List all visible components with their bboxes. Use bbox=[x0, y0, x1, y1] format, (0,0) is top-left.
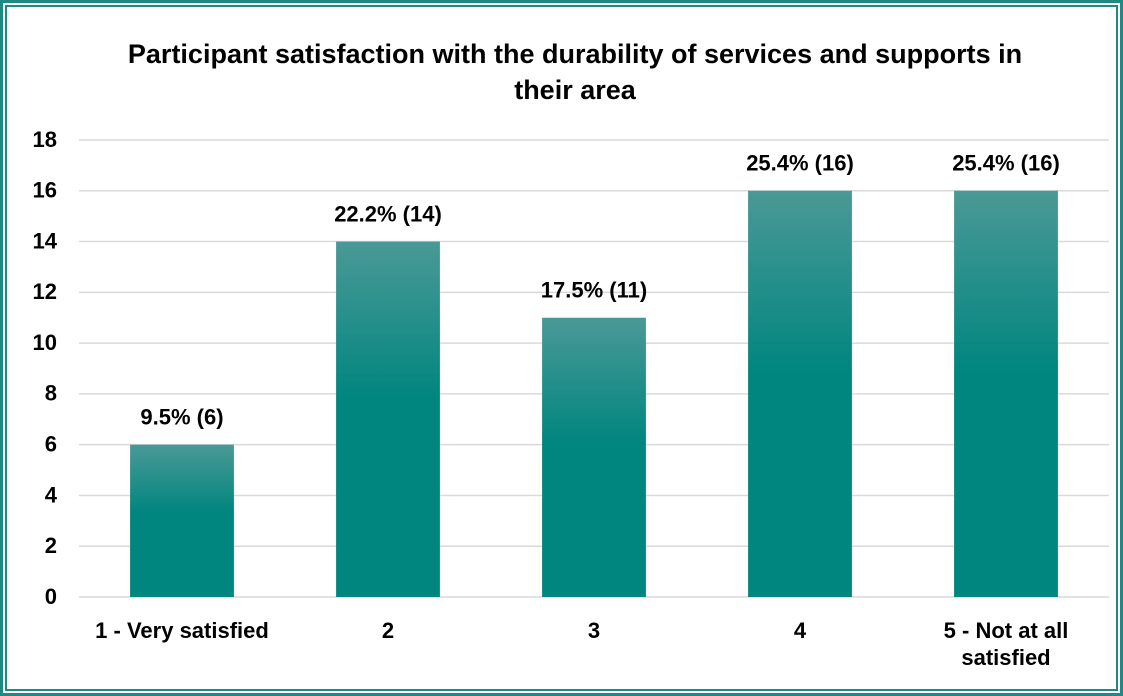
y-tick-label: 4 bbox=[45, 482, 58, 507]
y-tick-label: 14 bbox=[33, 228, 58, 253]
data-label: 22.2% (14) bbox=[334, 201, 442, 226]
y-tick-label: 12 bbox=[33, 279, 57, 304]
y-tick-label: 18 bbox=[33, 127, 57, 152]
bar bbox=[542, 317, 646, 597]
x-tick-label: 5 - Not at all satisfied bbox=[943, 618, 1069, 670]
y-tick-label: 10 bbox=[33, 330, 57, 355]
bar bbox=[954, 190, 1058, 597]
x-tick-label: 2 bbox=[381, 618, 395, 643]
bar bbox=[130, 444, 234, 597]
data-label: 9.5% (6) bbox=[140, 404, 223, 429]
y-tick-label: 2 bbox=[45, 533, 57, 558]
y-tick-label: 8 bbox=[45, 381, 57, 406]
bar bbox=[748, 190, 852, 597]
chart-title: Participant satisfaction with the durabi… bbox=[127, 39, 1023, 105]
y-tick-label: 16 bbox=[33, 178, 57, 203]
data-label: 25.4% (16) bbox=[952, 151, 1060, 176]
bar bbox=[336, 241, 440, 598]
data-label: 25.4% (16) bbox=[746, 151, 854, 176]
y-tick-label: 6 bbox=[45, 431, 57, 456]
x-tick-label: 4 bbox=[793, 618, 807, 643]
x-tick-label: 3 bbox=[587, 618, 601, 643]
x-tick-label: 1 - Very satisfied bbox=[95, 618, 269, 643]
data-label: 17.5% (11) bbox=[541, 278, 647, 303]
y-tick-label: 0 bbox=[45, 584, 57, 609]
